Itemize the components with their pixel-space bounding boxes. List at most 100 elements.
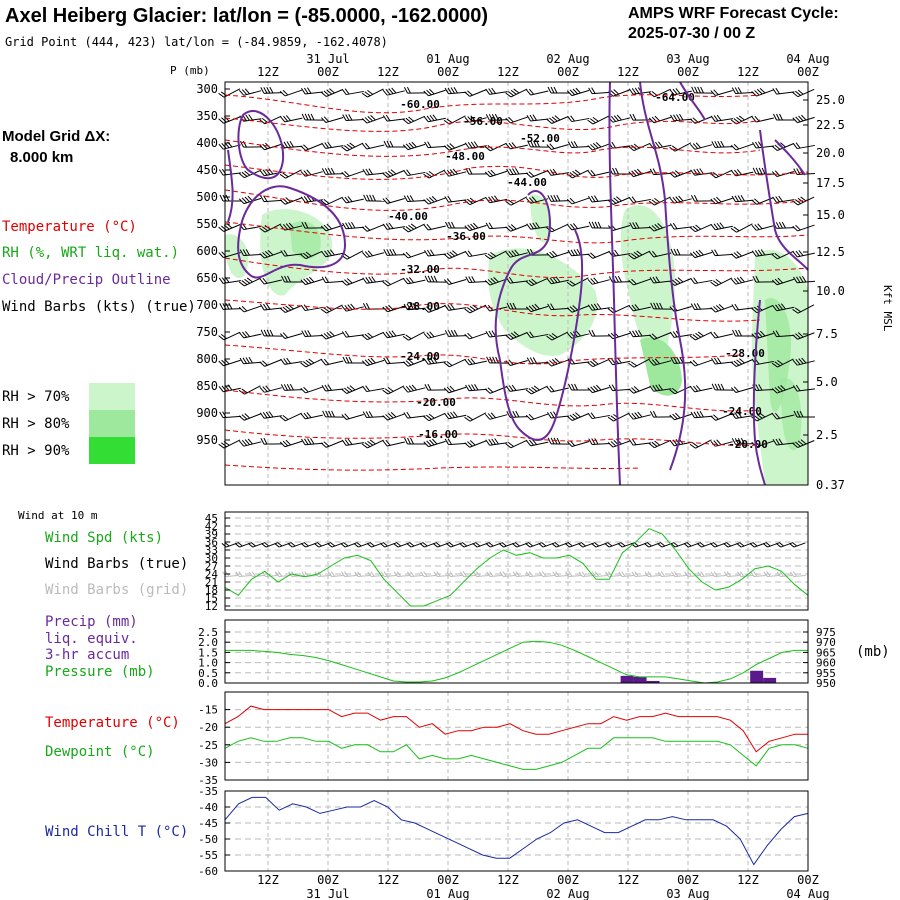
wind-barb [568, 383, 590, 391]
wind-speed-tick: 21 [205, 576, 218, 589]
wind-barb [341, 278, 364, 286]
wind-barb [361, 439, 384, 449]
wind-barb [403, 411, 426, 419]
wind-barb [341, 196, 364, 204]
kft-tick: 15.0 [816, 208, 845, 222]
upper-panel: P (mb) -64.0 [170, 64, 894, 492]
wind-speed-tick: 33 [205, 544, 218, 557]
wind-barb [218, 223, 241, 232]
wind-barb [259, 359, 282, 367]
wind-barb [711, 383, 734, 391]
wind-barb [710, 222, 733, 231]
wind-barb [525, 303, 549, 313]
wind-barb [321, 276, 344, 284]
wind-speed-tick: 15 [205, 592, 218, 605]
wind-barb [300, 250, 323, 260]
wind-barb [792, 304, 815, 314]
wind-barb [546, 143, 569, 150]
wind-chill-tick: -40 [198, 801, 218, 814]
date-label-top: 31 Jul [306, 52, 349, 66]
temperature-panel: Temperature (°C) Dewpoint (°C) -15 -20 -25… [45, 691, 809, 787]
wind-barb [279, 169, 302, 179]
grid-wind-barb [697, 571, 714, 578]
wind-barb [772, 195, 795, 203]
wind-barb [730, 358, 753, 367]
wind-barb [239, 357, 262, 365]
wind-barb [300, 358, 323, 368]
wind-barb [443, 278, 467, 285]
grid-wind-barb [538, 571, 555, 578]
kft-tick: 20.0 [816, 146, 845, 160]
wind-barb [443, 385, 467, 394]
wind-chill-line [224, 796, 809, 866]
wind-barb [546, 331, 569, 341]
temperature-contour-label: -36.00 [446, 230, 486, 243]
wind-barb [443, 250, 466, 259]
legend-wind-barbs-true: Wind Barbs (true) [45, 556, 188, 572]
wind-barb [464, 358, 487, 366]
location-title: Axel Heiberg Glacier: lat/lon = (-85.000… [5, 5, 488, 27]
surface-wind-barb [789, 541, 806, 548]
wind-barb [689, 249, 713, 259]
model-grid-value: 8.000 km [10, 149, 73, 166]
temperature-tick: -25 [198, 739, 218, 752]
kft-tick: 22.5 [816, 118, 845, 132]
wind-barb [792, 357, 815, 366]
wind-barb [321, 358, 344, 366]
legend-precip-liq: liq. equiv. [45, 631, 138, 647]
pressure-tick: 955 [816, 667, 836, 680]
wind-barb [260, 329, 283, 337]
wind-barb [546, 385, 569, 393]
wind-barb [690, 277, 713, 285]
grid-wind-barb [750, 571, 767, 578]
wind-barb [506, 168, 529, 176]
grid-wind-barb [248, 571, 265, 578]
wind-barb [689, 331, 712, 341]
wind-barb [710, 114, 733, 122]
wind-barb [710, 196, 733, 205]
wind-barb [218, 331, 241, 341]
wind-barb [300, 386, 323, 394]
wind-barb [423, 223, 446, 231]
precip-tick: 1.5 [198, 646, 218, 659]
wind-barb [382, 330, 405, 339]
wind-barb [792, 250, 815, 258]
wind-barb [649, 276, 672, 284]
wind-barb [259, 115, 282, 125]
wind-barb [752, 275, 775, 283]
wind-barb [484, 277, 508, 286]
wind-barb [238, 413, 262, 421]
wind-barb [403, 277, 426, 285]
wind-chill-tick: -35 [198, 785, 218, 798]
wind-barb [648, 223, 672, 232]
precip-tick: 0.5 [198, 667, 218, 680]
wind-barb [259, 385, 282, 393]
wind-barb [567, 141, 590, 148]
wind-barb [464, 440, 487, 448]
legend-dewpoint: Dewpoint (°C) [45, 744, 155, 760]
wind-barb [711, 140, 734, 148]
legend-precip-accum: 3-hr accum [45, 647, 129, 663]
temperature-contour-label: -60.00 [400, 98, 440, 111]
wind-barb [423, 169, 446, 179]
wind-barb [546, 276, 569, 285]
wind-barb [423, 88, 446, 97]
grid-wind-barb [552, 571, 569, 578]
wind-barb [730, 115, 753, 125]
wind-barb [280, 357, 303, 365]
time-tick-top: 12Z [617, 65, 639, 79]
grid-wind-barb [499, 571, 516, 578]
pressure-tick: 500 [196, 190, 218, 204]
wind-barb [260, 437, 283, 445]
wind-barb [628, 358, 651, 368]
wind-barb [382, 385, 405, 395]
precip-bar [763, 677, 777, 683]
wind-barb [444, 438, 467, 446]
wind-barb [382, 169, 405, 178]
wind-barb [382, 439, 405, 447]
precip-pressure-panel: Precip (mm) liq. equiv. 3-hr accum Press… [45, 614, 890, 690]
pressure-tick: 950 [196, 433, 218, 447]
temperature-contour-label: -24.00 [400, 350, 440, 363]
wind-barb [792, 142, 815, 150]
